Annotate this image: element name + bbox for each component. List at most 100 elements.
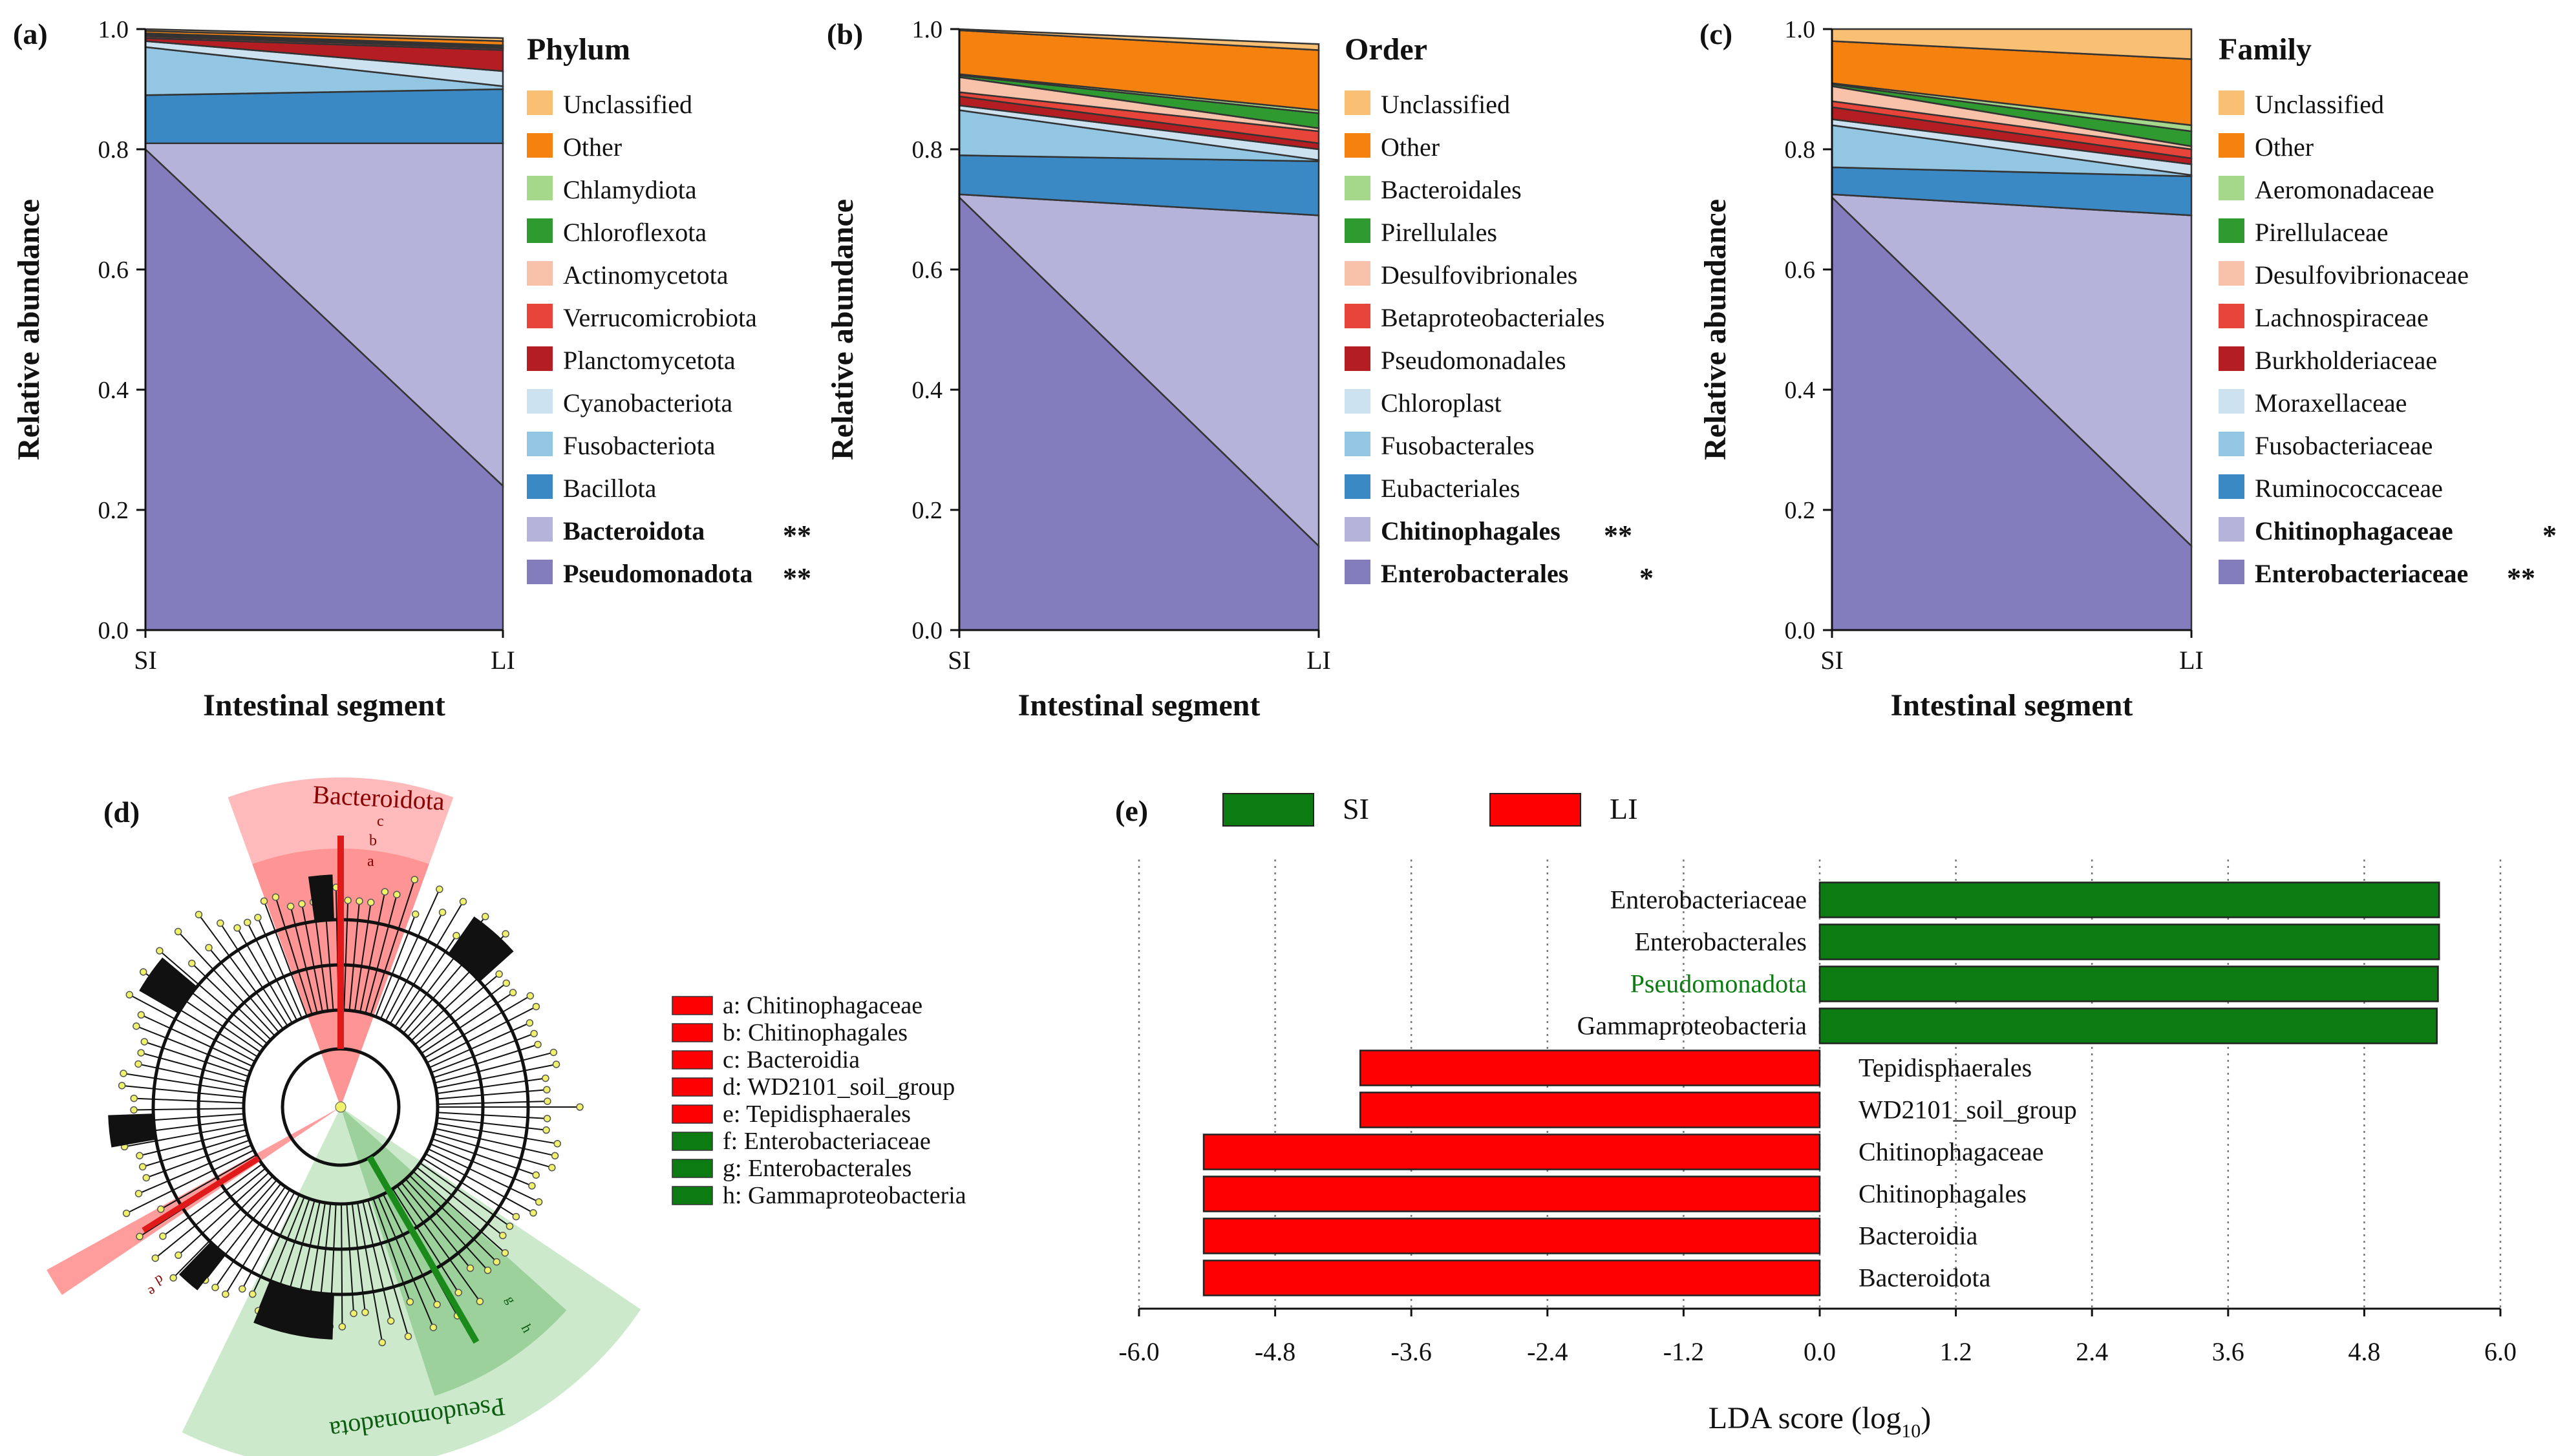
cladogram-legend-swatch bbox=[672, 1132, 713, 1151]
cladogram-node bbox=[406, 1298, 414, 1306]
cladogram-dense-leaves bbox=[139, 957, 197, 1013]
branch-letter: a bbox=[367, 853, 374, 870]
cladogram-node bbox=[142, 1174, 151, 1182]
cladogram-legend-swatch bbox=[672, 1023, 713, 1042]
cladogram-branch bbox=[354, 902, 372, 1011]
cladogram-branch bbox=[418, 982, 507, 1050]
cladogram-branch bbox=[431, 1033, 535, 1073]
cladogram-node bbox=[532, 1171, 540, 1179]
legend-swatch bbox=[1345, 346, 1370, 371]
cladogram-node bbox=[454, 1289, 462, 1296]
cladogram-branch bbox=[290, 906, 318, 1013]
panel-label-c: (c) bbox=[1699, 17, 1732, 50]
lda-x-tick-label: 6.0 bbox=[2484, 1337, 2517, 1366]
cladogram-branch bbox=[139, 1129, 247, 1157]
branch-letter: c bbox=[377, 813, 384, 830]
cladogram-node bbox=[466, 1264, 474, 1272]
cladogram-node bbox=[509, 989, 517, 997]
cladogram-legend-label: c: Bacteroidia bbox=[723, 1046, 860, 1073]
cladogram-node bbox=[543, 1086, 551, 1093]
branch-letter: d bbox=[153, 1272, 167, 1289]
cladogram-node bbox=[260, 897, 268, 905]
y-tick-label: 0.0 bbox=[1785, 617, 1816, 644]
legend-label: Chitinophagales bbox=[1381, 516, 1560, 545]
legend-swatch bbox=[1345, 90, 1370, 115]
legend-swatch bbox=[527, 176, 553, 200]
lda-bar bbox=[1359, 1092, 1821, 1128]
legend-label: Pseudomonadales bbox=[1381, 346, 1566, 375]
lda-legend-label: SI bbox=[1343, 792, 1369, 825]
legend-title: Order bbox=[1345, 32, 1427, 67]
lda-bar-label: Enterobacteriaceae bbox=[1610, 885, 1807, 914]
lda-x-tick-label: -4.8 bbox=[1255, 1337, 1295, 1366]
lda-bar bbox=[1818, 881, 2440, 918]
cladogram-legend-swatch bbox=[672, 1186, 713, 1205]
legend-swatch bbox=[1345, 176, 1370, 200]
cladogram-node bbox=[436, 885, 443, 893]
cladogram-node bbox=[476, 1298, 484, 1305]
cladogram-legend-label: a: Chitinophagaceae bbox=[723, 992, 922, 1019]
legend-label: Other bbox=[563, 132, 622, 162]
cladogram-branch bbox=[385, 912, 443, 1022]
x-axis-title: Intestinal segment bbox=[1018, 688, 1261, 723]
cladogram-node bbox=[350, 1309, 357, 1318]
cladogram-branch bbox=[436, 1117, 547, 1131]
cladogram-branch bbox=[419, 1162, 511, 1227]
lda-bar-label: WD2101_soil_group bbox=[1858, 1095, 2077, 1124]
legend-label: Enterobacterales bbox=[1381, 559, 1568, 588]
cladogram-node bbox=[544, 1097, 551, 1105]
legend-swatch bbox=[527, 133, 553, 158]
cladogram-node bbox=[410, 876, 419, 883]
cladogram-node bbox=[254, 914, 262, 922]
cladogram-branch bbox=[389, 901, 464, 1024]
cladogram-node bbox=[481, 913, 489, 921]
cladogram-branch bbox=[160, 1154, 257, 1210]
cladogram-node bbox=[156, 947, 164, 955]
cladogram-branch bbox=[134, 1097, 244, 1104]
cladogram-node bbox=[137, 1049, 145, 1057]
cladogram-branch bbox=[405, 1178, 489, 1271]
cladogram-node bbox=[361, 1308, 369, 1316]
lda-bar-label: Pseudomonadota bbox=[1630, 969, 1807, 998]
cladogram-branch bbox=[367, 1199, 409, 1337]
clade-label-bacteroidota: Bacteroidota bbox=[312, 780, 445, 816]
cladogram-branch bbox=[136, 1025, 251, 1072]
x-tick-label: SI bbox=[948, 646, 971, 675]
legend-label: Fusobacteriota bbox=[563, 431, 716, 460]
cladogram-branch bbox=[423, 995, 531, 1059]
lda-x-tick-label: -6.0 bbox=[1118, 1337, 1159, 1366]
cladogram-node bbox=[381, 888, 389, 896]
cladogram-node bbox=[493, 1258, 501, 1266]
significance-mark: * bbox=[2542, 520, 2556, 551]
cladogram-branch bbox=[426, 1006, 537, 1064]
cladogram-node bbox=[217, 919, 224, 927]
cladogram-branch bbox=[435, 1063, 557, 1089]
cladogram-node bbox=[138, 1163, 147, 1171]
cladogram-node bbox=[502, 979, 510, 987]
legend-swatch bbox=[2219, 560, 2244, 584]
cladogram-node bbox=[404, 1333, 412, 1340]
cladogram-dense-leaves bbox=[178, 1241, 226, 1291]
cladogram-node bbox=[222, 1290, 229, 1298]
legend-swatch bbox=[527, 517, 553, 542]
legend-label: Desulfovibrionales bbox=[1381, 260, 1577, 290]
clade-shade-gammaproteobacteria bbox=[341, 1107, 567, 1396]
cladogram-node bbox=[535, 1198, 543, 1206]
cladogram-branch bbox=[437, 1112, 548, 1119]
cladogram-node bbox=[157, 1205, 165, 1213]
lda-bar bbox=[1818, 1008, 2438, 1044]
significance-mark: * bbox=[1639, 562, 1654, 594]
cladogram-branch bbox=[409, 1174, 497, 1263]
legend-label: Chloroflexota bbox=[563, 218, 707, 247]
branch-pseudomonadota bbox=[367, 1155, 480, 1344]
legend-label: Burkholderiaceae bbox=[2255, 346, 2437, 375]
y-tick-label: 0.2 bbox=[98, 497, 129, 524]
lda-bar-label: Bacteroidota bbox=[1858, 1263, 1991, 1292]
y-axis-title: Relative abundance bbox=[1698, 199, 1732, 460]
y-tick-label: 0.2 bbox=[1785, 497, 1816, 524]
cladogram-branch bbox=[362, 1201, 392, 1322]
cladogram-branch bbox=[365, 894, 398, 1014]
cladogram-branch bbox=[178, 1172, 270, 1256]
cladogram-branch bbox=[380, 889, 440, 1019]
